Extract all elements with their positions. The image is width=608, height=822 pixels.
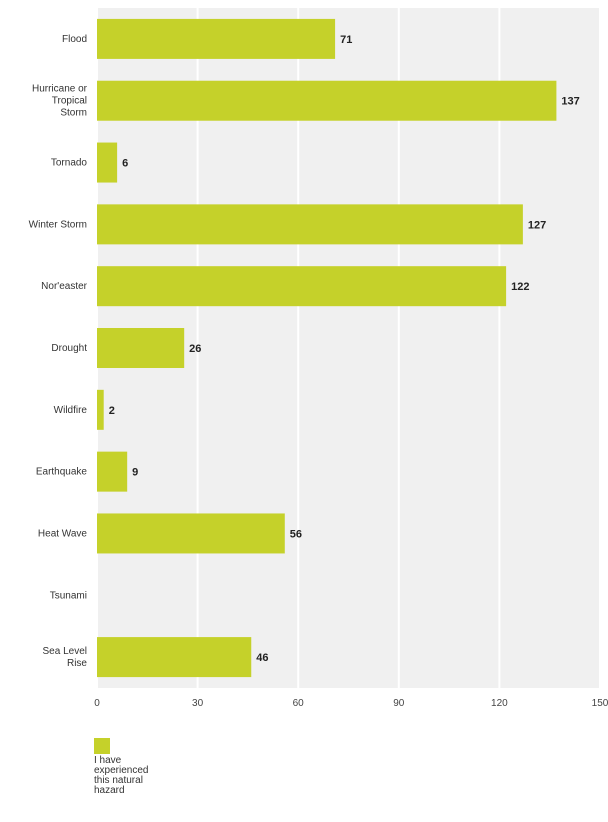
gridlines [96, 8, 601, 688]
bar [97, 266, 507, 307]
legend-swatch [94, 738, 110, 754]
category-label: Drought [51, 343, 87, 354]
value-label: 46 [256, 652, 268, 664]
x-tick-label: 150 [592, 698, 608, 709]
value-labels: 71 137 6 127 122 26 2 9 56 46 [109, 34, 580, 664]
bar [97, 18, 336, 59]
category-label: Sea Level Rise [43, 646, 88, 669]
bar-chart: Flood Hurricane or Tropical Storm Tornado Win… [29, 8, 608, 709]
x-tick-label: 30 [192, 698, 204, 709]
category-label: Heat Wave [38, 528, 88, 539]
category-labels: Flood Hurricane or Tropical Storm Tornado Win… [29, 34, 88, 669]
x-tick-label: 0 [94, 698, 100, 709]
legend-label: I have experienced this natural hazard [94, 755, 149, 796]
bar [97, 513, 285, 554]
category-label: Earthquake [36, 467, 88, 478]
bar [97, 204, 523, 245]
bar [97, 637, 252, 678]
value-label: 26 [189, 343, 201, 355]
category-label: Flood [62, 34, 87, 45]
value-label: 127 [528, 219, 546, 231]
x-tick-label: 60 [293, 698, 305, 709]
value-label: 71 [340, 34, 352, 46]
value-label: 137 [561, 96, 579, 108]
legend: I have experienced this natural hazard [94, 738, 174, 796]
value-label: 2 [109, 405, 115, 417]
x-tick-label: 120 [491, 698, 508, 709]
x-tick-label: 90 [393, 698, 405, 709]
value-label: 9 [132, 467, 138, 479]
category-label: Wildfire [54, 405, 88, 416]
bar [97, 451, 128, 492]
value-label: 56 [290, 528, 302, 540]
bar [97, 80, 557, 121]
value-label: 122 [511, 281, 529, 293]
category-label: Hurricane or Tropical Storm [32, 84, 88, 119]
bar [97, 142, 118, 183]
category-label: Nor'easter [41, 281, 87, 292]
category-label: Tsunami [50, 590, 87, 601]
bars [97, 18, 557, 678]
bar [97, 389, 104, 430]
bar [97, 328, 185, 368]
category-label: Tornado [51, 158, 88, 169]
x-axis-ticks: 0 30 60 90 120 150 [94, 698, 608, 709]
category-label: Winter Storm [29, 219, 87, 230]
value-label: 6 [122, 158, 128, 170]
